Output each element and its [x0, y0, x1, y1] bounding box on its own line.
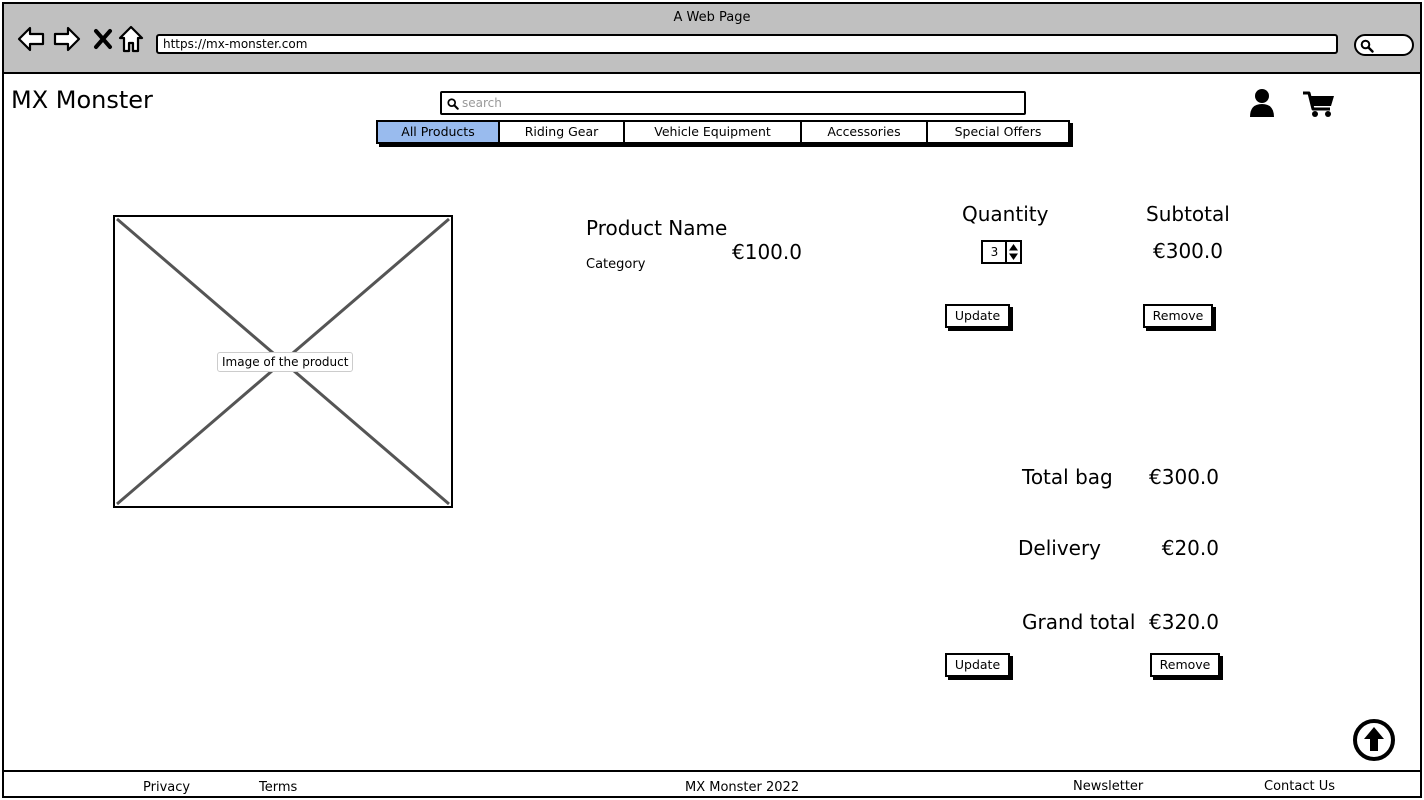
- category-tabs: All Products Riding Gear Vehicle Equipme…: [376, 120, 1070, 144]
- arrow-right-icon[interactable]: [52, 24, 82, 54]
- arrow-up-circle-icon[interactable]: [1352, 718, 1396, 766]
- unit-price: €100.0: [732, 240, 802, 264]
- remove-item-button[interactable]: Remove: [1143, 304, 1213, 328]
- search-icon: [1360, 39, 1374, 53]
- footer-privacy-link[interactable]: Privacy: [143, 780, 191, 795]
- product-image: Image of the product: [113, 215, 453, 508]
- home-icon[interactable]: [116, 24, 146, 54]
- search-icon: [447, 98, 459, 110]
- tab-special-offers[interactable]: Special Offers: [928, 120, 1070, 144]
- quantity-stepper: [981, 240, 1022, 264]
- delivery-label: Delivery: [1018, 536, 1102, 560]
- delivery-value: €20.0: [1161, 536, 1219, 560]
- footer-newsletter-link[interactable]: Newsletter: [1073, 779, 1144, 794]
- site-footer: Privacy Terms MX Monster 2022 Newsletter…: [4, 770, 1420, 796]
- quantity-heading: Quantity: [962, 202, 1049, 226]
- tab-all-products[interactable]: All Products: [376, 120, 500, 144]
- update-item-button[interactable]: Update: [945, 304, 1010, 328]
- close-icon[interactable]: [88, 24, 118, 54]
- quantity-input[interactable]: [984, 243, 1005, 261]
- product-category: Category: [586, 257, 646, 272]
- grand-total-value: €320.0: [1149, 610, 1219, 634]
- user-icon[interactable]: [1248, 88, 1276, 122]
- footer-contact-link[interactable]: Contact Us: [1264, 779, 1335, 794]
- product-image-label: Image of the product: [217, 352, 354, 372]
- footer-terms-link[interactable]: Terms: [259, 780, 298, 795]
- browser-title: A Web Page: [673, 10, 751, 25]
- subtotal-heading: Subtotal: [1146, 202, 1230, 226]
- grand-total-label: Grand total: [1022, 610, 1136, 634]
- tab-vehicle-equipment[interactable]: Vehicle Equipment: [625, 120, 802, 144]
- search-input[interactable]: [462, 94, 1022, 112]
- url-bar[interactable]: https://mx-monster.com: [156, 34, 1338, 54]
- footer-copyright: MX Monster 2022: [685, 780, 800, 795]
- browser-chrome: A Web Page https://mx-monster.com: [4, 4, 1420, 74]
- tab-riding-gear[interactable]: Riding Gear: [500, 120, 625, 144]
- arrow-left-icon[interactable]: [16, 24, 46, 54]
- tab-accessories[interactable]: Accessories: [802, 120, 928, 144]
- stepper-arrows[interactable]: [1005, 242, 1020, 262]
- site-brand[interactable]: MX Monster: [11, 86, 153, 114]
- remove-bag-button[interactable]: Remove: [1150, 653, 1220, 677]
- total-bag-label: Total bag: [1022, 465, 1113, 489]
- cart-icon[interactable]: [1302, 90, 1336, 122]
- total-bag-value: €300.0: [1149, 465, 1219, 489]
- update-bag-button[interactable]: Update: [945, 653, 1010, 677]
- browser-search-field[interactable]: [1354, 34, 1414, 56]
- product-name[interactable]: Product Name: [586, 216, 728, 240]
- site-search[interactable]: [440, 91, 1026, 115]
- line-subtotal: €300.0: [1153, 239, 1223, 263]
